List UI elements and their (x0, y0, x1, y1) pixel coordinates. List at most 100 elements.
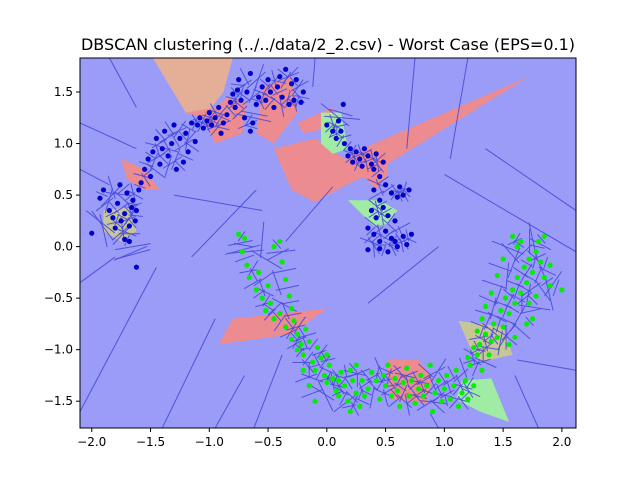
voronoi-edge (507, 248, 520, 279)
data-point (506, 341, 512, 348)
voronoi-edge (494, 285, 503, 306)
data-point (533, 249, 539, 255)
data-point (368, 369, 375, 375)
voronoi-edge (145, 151, 156, 160)
voronoi-edge (162, 156, 182, 169)
voronoi-edge (487, 311, 507, 323)
voronoi-edge (296, 347, 305, 358)
y-axis: −1.5 −1.0 −0.5 0.0 0.5 1.0 1.5 (44, 85, 80, 408)
x-tick-label: 0.5 (376, 435, 395, 449)
data-point (239, 249, 245, 255)
data-point (283, 324, 289, 330)
voronoi-edge (272, 88, 288, 96)
voronoi-edge (517, 273, 526, 287)
x-tick-label: −0.5 (253, 435, 282, 449)
voronoi-edge (542, 256, 549, 271)
voronoi-edge (104, 188, 113, 214)
voronoi-edge (396, 394, 412, 409)
data-point (455, 403, 462, 409)
voronoi-edge (316, 344, 328, 359)
data-point (247, 70, 254, 77)
data-point (265, 283, 271, 289)
voronoi-edge (155, 128, 166, 141)
data-point (357, 156, 363, 162)
voronoi-edge (174, 138, 194, 152)
data-point (447, 396, 453, 402)
data-point (271, 244, 277, 250)
data-point (238, 97, 244, 103)
data-point (286, 101, 292, 107)
voronoi-edge (281, 302, 290, 320)
voronoi-edge (117, 214, 129, 221)
voronoi-edge (405, 375, 410, 388)
data-point (150, 149, 156, 155)
voronoi-edge (267, 301, 283, 316)
data-point (126, 238, 132, 245)
voronoi-edge (463, 359, 475, 364)
voronoi-edge (325, 375, 334, 386)
voronoi-edge (512, 232, 521, 245)
voronoi-edge (470, 321, 489, 329)
voronoi-edge (235, 254, 255, 263)
voronoi-edge (423, 366, 446, 380)
voronoi-edge (117, 228, 137, 237)
voronoi-edge (209, 103, 219, 117)
data-point (518, 238, 524, 245)
data-point (353, 362, 359, 368)
voronoi-edge (214, 125, 230, 131)
data-point (479, 316, 485, 322)
data-point (377, 396, 383, 402)
data-point (263, 97, 269, 103)
voronoi-edge (279, 328, 298, 338)
data-point (400, 233, 406, 239)
voronoi-edge (317, 381, 334, 412)
data-point (192, 138, 198, 145)
voronoi-edge (502, 288, 516, 300)
data-point (256, 94, 262, 100)
voronoi-edge (263, 308, 276, 321)
voronoi-edge (461, 387, 481, 398)
data-point (382, 383, 389, 389)
data-point (509, 233, 516, 239)
data-point (130, 197, 136, 203)
data-point (180, 159, 187, 165)
voronoi-edge (485, 148, 576, 211)
voronoi-edge (393, 364, 409, 382)
voronoi-edge (367, 178, 387, 188)
data-point (514, 244, 520, 250)
voronoi-edge (253, 354, 283, 428)
voronoi-edge (232, 105, 248, 120)
voronoi-edge (395, 232, 404, 245)
voronoi-edge (331, 390, 344, 397)
voronoi-edge (307, 383, 335, 401)
voronoi-edge (373, 387, 393, 398)
data-point (412, 400, 418, 406)
voronoi-edge (295, 95, 300, 108)
voronoi-edge (434, 392, 452, 398)
data-point (271, 104, 277, 111)
voronoi-edge (383, 241, 399, 252)
voronoi-edge (406, 58, 416, 149)
voronoi-edge (324, 115, 361, 120)
voronoi-edge (320, 103, 350, 127)
voronoi-edge (308, 338, 319, 351)
data-point (524, 280, 530, 286)
voronoi-edge (164, 121, 175, 135)
data-point (394, 244, 400, 250)
data-point (291, 318, 297, 324)
voronoi-edge (350, 402, 360, 416)
voronoi-region (121, 159, 160, 190)
x-tick-label: 0.0 (317, 435, 336, 449)
data-point (491, 321, 497, 327)
data-point (365, 153, 371, 159)
voronoi-edge (171, 134, 180, 147)
data-point (506, 310, 512, 317)
data-point (227, 99, 234, 105)
voronoi-edge (214, 375, 245, 428)
data-point (283, 66, 289, 72)
voronoi-edge (272, 239, 282, 249)
data-point (312, 367, 318, 373)
voronoi-edge (348, 368, 371, 378)
voronoi-edge (173, 194, 263, 212)
data-point (306, 383, 312, 389)
